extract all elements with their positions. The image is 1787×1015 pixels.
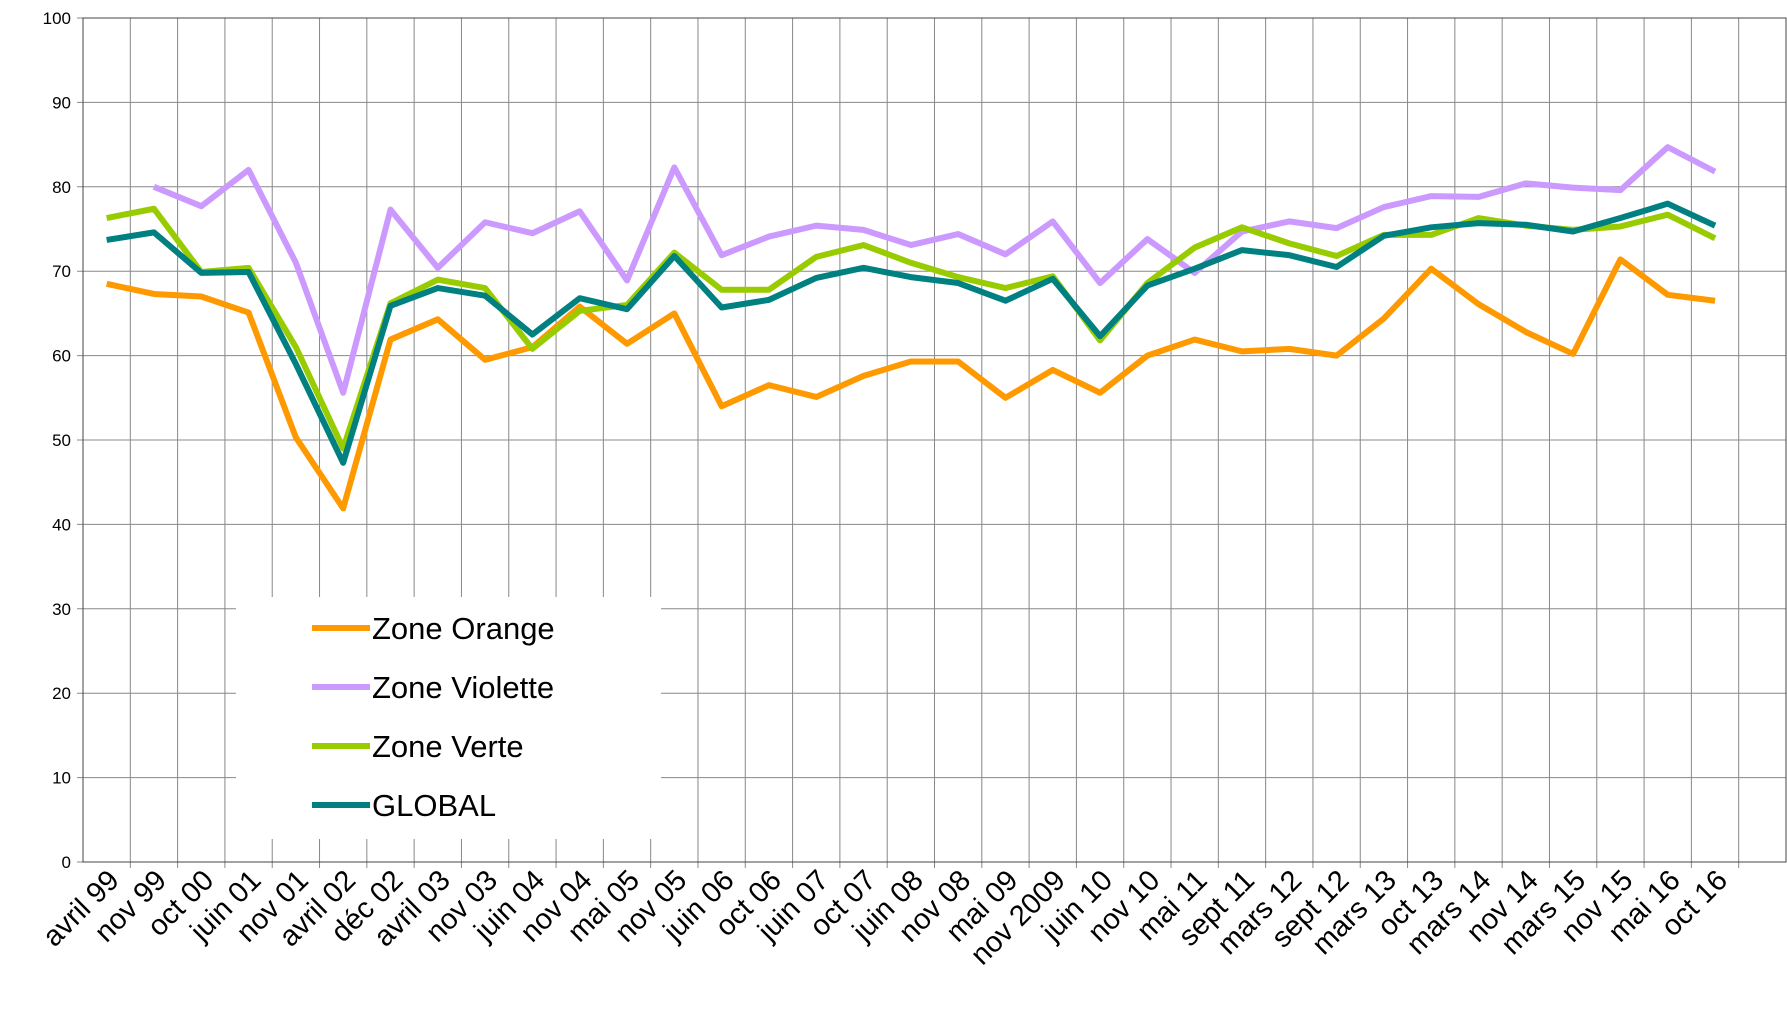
legend-label: Zone Violette	[372, 670, 554, 705]
series-line	[106, 256, 1716, 512]
legend-label: Zone Orange	[372, 611, 555, 646]
series-line	[152, 144, 1717, 396]
y-tick-label: 30	[52, 600, 71, 619]
y-tick-label: 80	[52, 178, 71, 197]
y-tick-label: 0	[62, 853, 71, 872]
series-line	[106, 200, 1717, 466]
y-tick-label: 70	[52, 262, 71, 281]
y-tick-label: 10	[52, 769, 71, 788]
legend-label: GLOBAL	[372, 788, 496, 823]
legend: Zone Orange Zone Violette Zone Verte GLOBAL	[236, 597, 661, 839]
legend-box	[236, 597, 661, 839]
y-tick-label: 50	[52, 431, 71, 450]
legend-label: Zone Verte	[372, 729, 524, 764]
y-tick-label: 60	[52, 347, 71, 366]
y-tick-label: 40	[52, 515, 71, 534]
y-tick-label: 90	[52, 93, 71, 112]
plot-frame	[82, 17, 1787, 863]
y-tick-label: 20	[52, 684, 71, 703]
y-tick-label: 100	[43, 9, 71, 28]
